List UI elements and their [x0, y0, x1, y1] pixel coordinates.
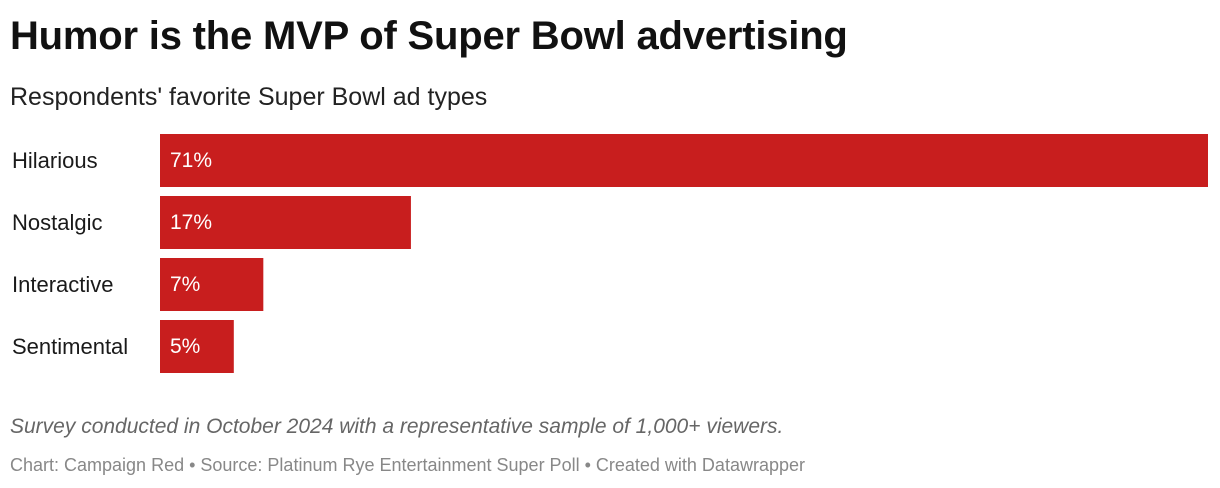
category-label-interactive: Interactive: [12, 272, 114, 297]
chart-title: Humor is the MVP of Super Bowl advertisi…: [10, 14, 848, 58]
bar-nostalgic: [160, 196, 411, 249]
value-label-interactive: 7%: [170, 273, 200, 296]
category-label-hilarious: Hilarious: [12, 148, 98, 173]
chart-credits: Chart: Campaign Red • Source: Platinum R…: [10, 455, 805, 475]
value-label-nostalgic: 17%: [170, 211, 212, 234]
value-label-sentimental: 5%: [170, 335, 200, 358]
category-label-sentimental: Sentimental: [12, 334, 128, 359]
bar-sentimental: [160, 320, 234, 373]
survey-note: Survey conducted in October 2024 with a …: [10, 415, 784, 438]
value-label-hilarious: 71%: [170, 149, 212, 172]
bar-chart: Hilarious 71% Nostalgic 17% Interactive 7% Sen…: [12, 134, 1208, 373]
bar-hilarious: [160, 134, 1208, 187]
bar-interactive: [160, 258, 264, 311]
chart-subtitle: Respondents' favorite Super Bowl ad type…: [10, 83, 488, 111]
category-label-nostalgic: Nostalgic: [12, 210, 102, 235]
